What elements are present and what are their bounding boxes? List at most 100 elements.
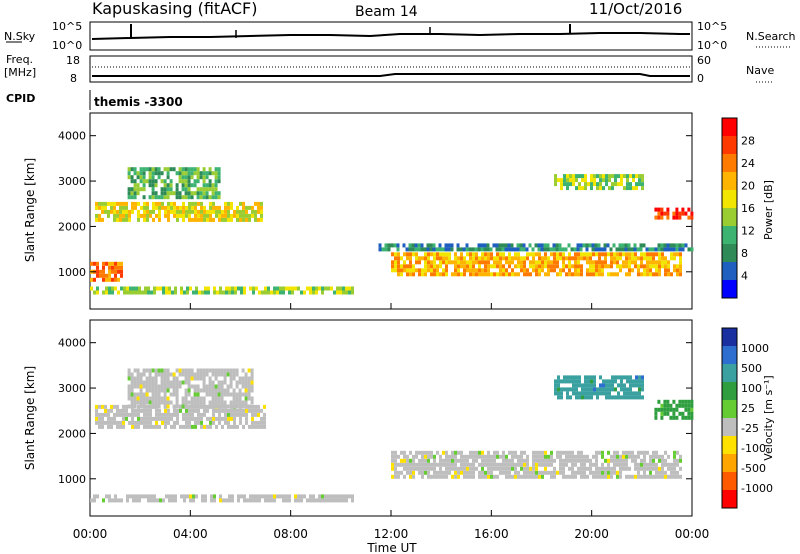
range-gate-cell (445, 470, 448, 475)
x-tick-label: 20:00 (574, 527, 609, 541)
range-gate-cell (148, 171, 152, 176)
range-gate-cell (211, 380, 215, 385)
range-gate-cell (556, 260, 559, 265)
range-gate-cell (547, 458, 550, 463)
range-gate-cell (151, 191, 155, 196)
range-gate-cell (154, 368, 158, 373)
range-gate-cell (658, 474, 661, 479)
range-gate-cell (400, 268, 403, 273)
range-gate-cell (678, 399, 682, 404)
range-gate-cell (523, 264, 526, 269)
range-gate-cell (667, 454, 670, 459)
range-gate-cell (586, 466, 589, 471)
range-gate-cell (187, 372, 191, 377)
range-gate-cell (451, 454, 454, 459)
range-gate-cell (611, 395, 614, 400)
range-gate-cell (251, 213, 254, 218)
range-gate-cell (475, 256, 478, 261)
range-gate-cell (108, 277, 111, 282)
range-gate-cell (149, 424, 152, 429)
range-gate-cell (142, 380, 146, 385)
range-gate-cell (142, 183, 146, 188)
range-gate-cell (436, 268, 439, 273)
range-gate-cell (294, 286, 297, 291)
range-gate-cell (206, 416, 209, 421)
range-gate-cell (143, 213, 146, 218)
range-gate-cell (603, 243, 607, 248)
range-gate-cell (537, 247, 541, 252)
range-gate-cell (145, 384, 149, 389)
range-gate-cell (544, 462, 547, 467)
range-gate-cell (430, 474, 433, 479)
range-gate-cell (646, 252, 649, 257)
range-gate-cell (214, 179, 218, 184)
range-gate-cell (219, 498, 222, 503)
range-gate-cell (146, 213, 149, 218)
range-gate-cell (566, 178, 569, 183)
range-gate-cell (148, 384, 152, 389)
range-gate-cell (105, 494, 108, 499)
range-gate-cell (309, 498, 312, 503)
range-gate-cell (409, 466, 412, 471)
range-gate-cell (200, 420, 203, 425)
range-gate-cell (248, 205, 251, 210)
range-gate-cell (436, 264, 439, 269)
range-gate-cell (157, 396, 161, 401)
range-gate-cell (391, 454, 394, 459)
range-gate-cell (652, 462, 655, 467)
range-gate-cell (646, 260, 649, 265)
range-gate-cell (113, 404, 116, 409)
range-gate-cell (684, 243, 688, 248)
range-gate-cell (194, 420, 197, 425)
range-gate-cell (487, 458, 490, 463)
range-gate-cell (211, 388, 215, 393)
range-gate-cell (421, 458, 424, 463)
range-gate-cell (598, 264, 601, 269)
range-gate-cell (186, 290, 189, 295)
colorbar-tick-label: 8 (741, 247, 748, 260)
range-gate-cell (180, 290, 183, 295)
range-gate-cell (104, 205, 107, 210)
range-gate-cell (634, 252, 637, 257)
range-gate-cell (199, 171, 203, 176)
range-gate-cell (448, 260, 451, 265)
range-gate-cell (666, 215, 670, 220)
range-gate-cell (220, 396, 224, 401)
range-gate-cell (538, 450, 541, 455)
range-gate-cell (139, 171, 143, 176)
range-gate-cell (445, 454, 448, 459)
range-gate-cell (202, 376, 206, 381)
range-gate-cell (397, 462, 400, 467)
range-gate-cell (657, 211, 661, 216)
range-gate-cell (181, 183, 185, 188)
range-gate-cell (394, 466, 397, 471)
range-gate-cell (184, 372, 188, 377)
range-gate-cell (520, 260, 523, 265)
range-gate-cell (563, 387, 566, 392)
range-gate-cell (610, 260, 613, 265)
range-gate-cell (217, 368, 221, 373)
range-gate-cell (208, 392, 212, 397)
range-gate-cell (622, 458, 625, 463)
range-gate-cell (581, 178, 584, 183)
range-gate-cell (245, 213, 248, 218)
range-gate-cell (130, 191, 134, 196)
range-gate-cell (223, 372, 227, 377)
range-gate-cell (164, 416, 167, 421)
range-gate-cell (616, 264, 619, 269)
range-gate-cell (238, 400, 242, 405)
range-gate-cell (643, 466, 646, 471)
range-gate-cell (498, 247, 502, 252)
range-gate-cell (204, 290, 207, 295)
range-gate-cell (595, 260, 598, 265)
range-gate-cell (415, 450, 418, 455)
range-gate-cell (169, 392, 173, 397)
range-gate-cell (605, 178, 608, 183)
range-gate-cell (209, 420, 212, 425)
range-gate-cell (202, 368, 206, 373)
range-gate-cell (469, 450, 472, 455)
range-gate-cell (181, 400, 185, 405)
range-gate-cell (217, 195, 221, 200)
range-gate-cell (557, 387, 560, 392)
range-gate-cell (672, 215, 676, 220)
